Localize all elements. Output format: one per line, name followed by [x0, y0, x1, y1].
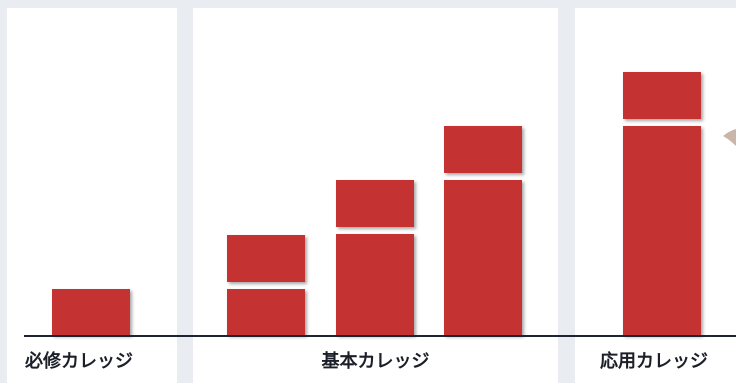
basic-col2-block-2: [336, 180, 414, 227]
required-college-label: 必修カレッジ: [25, 351, 133, 372]
applied-block-1: [623, 126, 701, 335]
basic-college-label: 基本カレッジ: [321, 351, 430, 372]
basic-col3-block-2: [444, 126, 522, 173]
pen-stroke-decoration: [723, 129, 736, 146]
baseline: [24, 335, 736, 337]
basic-col2-block-1: [336, 234, 414, 335]
required-block-1: [52, 289, 130, 335]
basic-col1-block-2: [227, 235, 305, 282]
applied-college-label: 応用カレッジ: [600, 351, 708, 372]
basic-col1-block-1: [227, 289, 305, 335]
basic-col3-block-1: [444, 180, 522, 335]
applied-block-2: [623, 72, 701, 119]
